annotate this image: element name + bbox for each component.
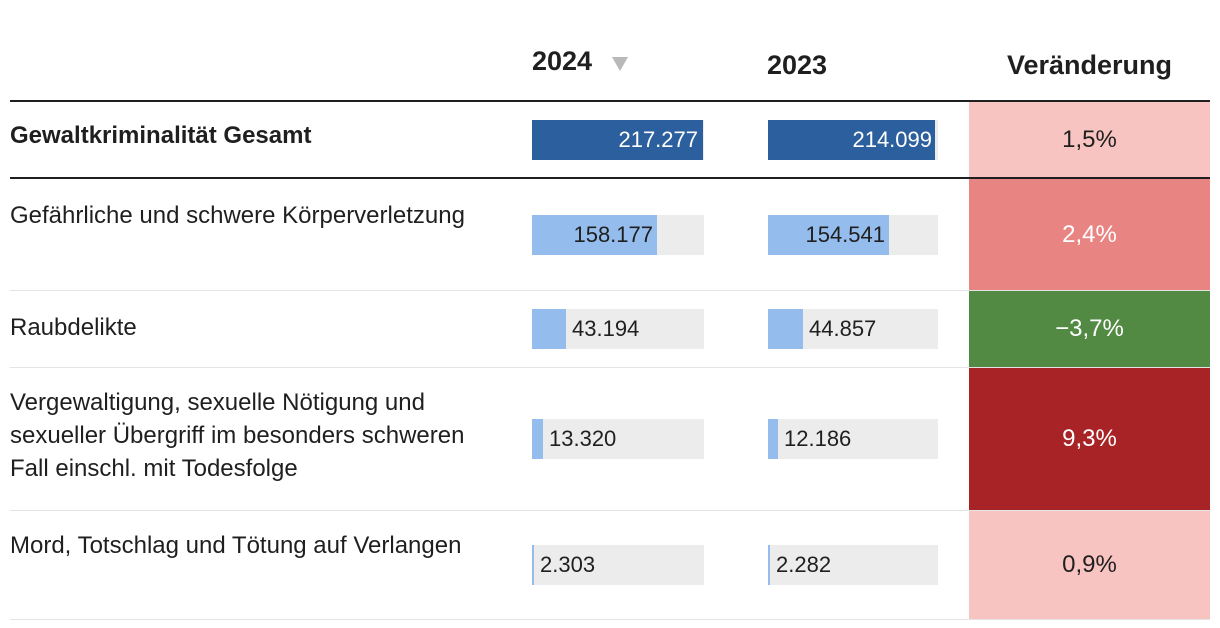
bar-2023 <box>768 120 935 160</box>
bar-2024 <box>532 120 703 160</box>
sort-descending-icon[interactable] <box>611 47 628 78</box>
bar-track-2023: 214.099 <box>768 120 938 160</box>
bar-2023 <box>768 545 770 585</box>
row-label: Mord, Totschlag und Tötung auf Verlangen <box>10 532 462 559</box>
bar-value-2024: 13.320 <box>549 426 617 451</box>
bar-value-2024: 2.303 <box>540 552 596 577</box>
column-header-2023[interactable]: 2023 <box>767 50 828 80</box>
table-row: Mord, Totschlag und Tötung auf Verlangen… <box>10 511 1210 620</box>
change-cell: 2,4% <box>969 179 1210 290</box>
bar-track-2023: 44.857 <box>768 309 938 349</box>
bar-2024 <box>532 309 566 349</box>
bar-value-2024: 158.177 <box>573 222 653 247</box>
column-header-2024[interactable]: 2024 <box>532 46 628 78</box>
bar-value-2023: 12.186 <box>784 426 852 451</box>
bar-value-2024: 217.277 <box>618 127 698 152</box>
bar-value-2024: 43.194 <box>572 316 640 341</box>
change-cell: −3,7% <box>969 291 1210 367</box>
bar-value-2023: 154.541 <box>805 222 885 247</box>
change-cell: 9,3% <box>969 368 1210 510</box>
bar-track-2024: 43.194 <box>532 309 704 349</box>
change-cell: 0,9% <box>969 511 1210 619</box>
bar-track-2024: 13.320 <box>532 419 704 459</box>
bar-value-2023: 214.099 <box>852 127 932 152</box>
bar-track-2023: 154.541 <box>768 215 938 255</box>
table-header: 2024 2023 Veränderung <box>10 28 1210 102</box>
bar-2023 <box>768 419 778 459</box>
bar-track-2024: 217.277 <box>532 120 704 160</box>
bar-value-2023: 44.857 <box>809 316 877 341</box>
table-body: Gewaltkriminalität Gesamt 217.277 214.099 1… <box>10 102 1210 620</box>
bar-track-2024: 158.177 <box>532 215 704 255</box>
table-row: Gefährliche und schwere Körperverletzung… <box>10 179 1210 291</box>
row-label: Gefährliche und schwere Körperverletzung <box>10 202 465 229</box>
table-row: Raubdelikte 43.194 44.857 −3,7% <box>10 291 1210 368</box>
bar-2024 <box>532 215 657 255</box>
bar-track-2023: 12.186 <box>768 419 938 459</box>
row-label: Raubdelikte <box>10 314 137 341</box>
bar-2023 <box>768 215 889 255</box>
bar-2024 <box>532 545 534 585</box>
crime-statistics-table: 2024 2023 Veränderung Gewaltkriminalität… <box>10 28 1210 620</box>
bar-2024 <box>532 419 543 459</box>
bar-2023 <box>768 309 803 349</box>
row-label: Vergewaltigung, sexuelle Nötigung und se… <box>10 389 465 482</box>
bar-track-2023: 2.282 <box>768 545 938 585</box>
row-label: Gewaltkriminalität Gesamt <box>10 122 312 149</box>
bar-track-2024: 2.303 <box>532 545 704 585</box>
change-cell: 1,5% <box>969 102 1210 177</box>
bar-value-2023: 2.282 <box>776 552 832 577</box>
table-row: Gewaltkriminalität Gesamt 217.277 214.099 1… <box>10 102 1210 179</box>
column-header-change[interactable]: Veränderung <box>1006 50 1173 80</box>
column-header-2024-label: 2024 <box>532 46 593 76</box>
table-row: Vergewaltigung, sexuelle Nötigung und se… <box>10 368 1210 511</box>
